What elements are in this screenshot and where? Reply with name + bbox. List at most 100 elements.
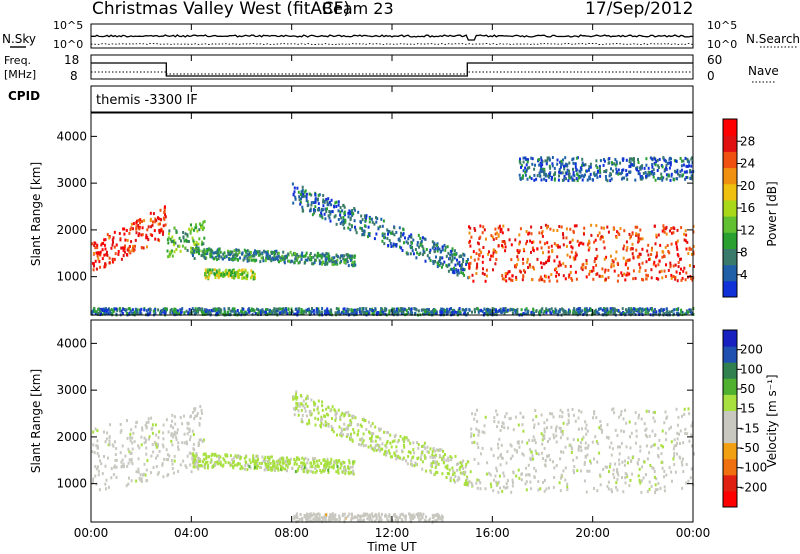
power-cell [651, 165, 654, 169]
power-cell [366, 310, 369, 314]
power-cell [546, 309, 549, 313]
velocity-cell [305, 414, 308, 418]
velocity-cell [657, 481, 660, 485]
power-cell [125, 253, 128, 256]
power-cell [522, 174, 524, 178]
velocity-cell [341, 411, 344, 415]
power-cell [652, 168, 655, 172]
power-cell [436, 249, 439, 253]
velocity-cell [140, 435, 143, 439]
power-cell [324, 312, 326, 316]
freq-tick-bottom: 8 [70, 69, 78, 83]
velocity-cell [477, 462, 480, 466]
velocity-cell [423, 445, 426, 449]
power-cell [574, 162, 577, 166]
velocity-cell [357, 518, 359, 522]
power-cell [451, 256, 454, 260]
velocity-cell [625, 473, 628, 477]
power-cell [543, 274, 546, 278]
power-cell [239, 256, 241, 260]
velocity-cell [172, 471, 175, 475]
velocity-cell [562, 421, 565, 425]
power-cell [492, 311, 495, 315]
velocity-cell [317, 399, 320, 403]
power-cell [388, 311, 391, 315]
power-cell [244, 269, 247, 273]
power-cell [454, 263, 457, 267]
power-cell [390, 231, 392, 235]
velocity-cell [560, 430, 563, 434]
velocity-cell [158, 449, 161, 453]
power-cell [105, 252, 108, 256]
power-cell [683, 238, 686, 242]
power-cell [93, 252, 95, 255]
velocity-cell [675, 407, 678, 411]
power-cell [578, 174, 581, 178]
velocity-cell [226, 454, 229, 458]
velocity-cell [464, 470, 467, 474]
power-cell [494, 249, 496, 253]
power-cell [395, 243, 398, 247]
velocity-cell [200, 438, 203, 442]
power-cell [441, 248, 444, 252]
velocity-cell [145, 452, 148, 456]
power-cell [626, 309, 629, 313]
velocity-cell [308, 421, 311, 425]
power-cell [530, 310, 533, 314]
power-cell [147, 238, 150, 242]
velocity-cell [421, 467, 424, 471]
power-cell [536, 257, 539, 261]
power-cell [153, 229, 156, 233]
colorbar-tick-label: 4 [740, 268, 748, 282]
power-cell [492, 251, 495, 255]
power-cell [410, 245, 413, 249]
power-cell [248, 253, 251, 256]
power-cell [524, 170, 527, 174]
power-cell [296, 256, 299, 260]
power-cell [446, 245, 449, 249]
velocity-cell [651, 466, 654, 470]
power-cell [640, 175, 643, 179]
power-cell [218, 271, 221, 275]
velocity-cell [462, 459, 465, 463]
velocity-cell [172, 433, 175, 437]
power-cell [543, 242, 546, 246]
power-cell [309, 252, 312, 255]
velocity-cell [109, 423, 112, 427]
velocity-cell [203, 438, 205, 442]
power-cell [445, 263, 448, 267]
power-cell [211, 268, 214, 272]
power-cell [632, 307, 635, 311]
power-cell [501, 240, 504, 243]
power-cell [627, 266, 629, 270]
velocity-cell [131, 462, 134, 466]
velocity-cell [515, 474, 518, 478]
velocity-cell [349, 422, 352, 426]
power-cell [337, 307, 340, 311]
velocity-cell [324, 415, 327, 419]
velocity-cell [412, 441, 415, 445]
power-cell [603, 270, 606, 274]
velocity-cell [334, 409, 337, 413]
power-cell [246, 271, 249, 275]
power-cell [522, 312, 525, 315]
velocity-cell [655, 477, 658, 481]
velocity-cell [230, 463, 233, 467]
power-cell [320, 256, 323, 260]
velocity-cell [150, 416, 153, 420]
velocity-cell [305, 397, 308, 401]
power-cell [459, 264, 461, 268]
velocity-cell [320, 425, 322, 429]
velocity-cell [236, 463, 239, 467]
power-cell [613, 162, 616, 166]
velocity-cell [657, 454, 660, 457]
velocity-cell [173, 454, 176, 458]
power-cell [220, 255, 223, 259]
power-cell [362, 232, 364, 236]
power-cell [298, 260, 301, 264]
velocity-cell [580, 410, 583, 414]
power-cell [607, 268, 610, 272]
power-cell [595, 247, 598, 251]
velocity-cell [616, 468, 619, 471]
velocity-cell [420, 453, 423, 457]
